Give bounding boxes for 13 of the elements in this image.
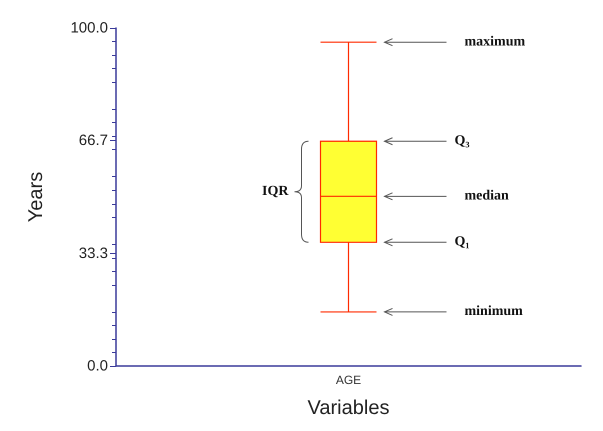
y-tick-label: 66.7 xyxy=(78,132,108,150)
annotation: maximum xyxy=(464,34,526,50)
annotation: median xyxy=(464,188,510,204)
y-axis-title: Years xyxy=(25,172,47,222)
x-axis-title: Variables xyxy=(308,397,390,419)
y-tick-label: 100.0 xyxy=(70,20,108,36)
annotation: Q₃ xyxy=(454,133,470,148)
annotation: minimum xyxy=(464,304,524,320)
annotation: IQR xyxy=(262,184,290,199)
annotation: Q₁ xyxy=(454,234,470,250)
y-tick-label: 33.3 xyxy=(78,244,108,262)
y-tick-label: 0.0 xyxy=(87,358,108,374)
x-tick-label: AGE xyxy=(336,373,362,387)
